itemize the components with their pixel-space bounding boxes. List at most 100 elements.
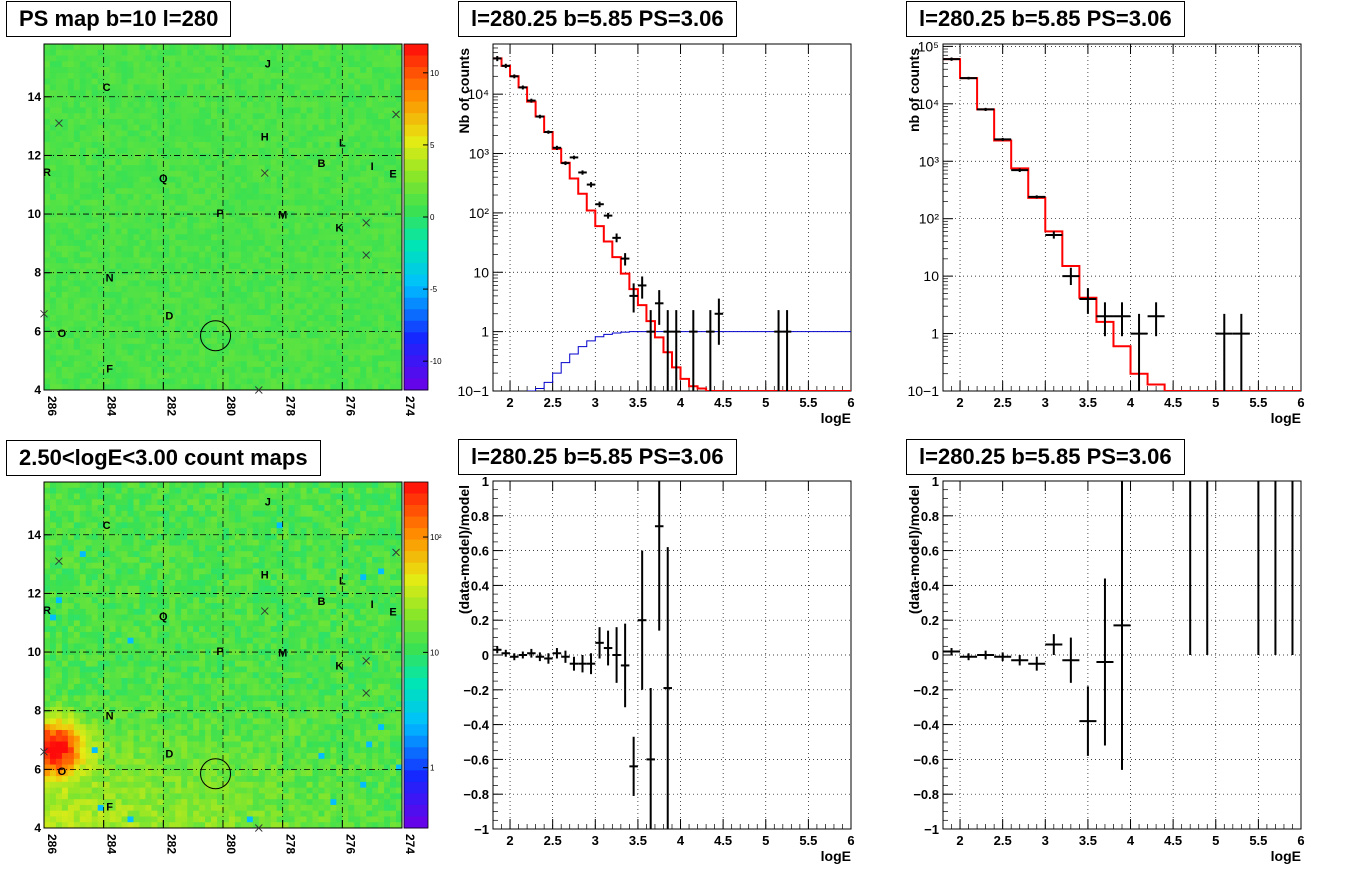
count_map-heatmap-cell [145,776,152,783]
ps_map-heatmap-cell [211,49,218,56]
count_map-heatmap-cell [103,556,111,564]
ps_map-heatmap-cell [228,366,236,374]
count_map-heatmap-cell [163,793,170,800]
count_map-heatmap-cell [145,764,152,771]
ps_map-heatmap-cell [79,291,87,299]
ps_map-heatmap-cell [384,159,391,166]
ps_map-heatmap-cell [91,297,99,304]
ps_map-heatmap-cell [354,303,361,310]
ps_map-heatmap-cell [390,95,397,103]
ps_map-heatmap-cell [372,274,379,281]
count_map-heatmap-cell [91,816,99,823]
count_map-heatmap-cell [163,493,170,500]
count_map-heatmap-cell [61,493,69,500]
count_map-heatmap-cell [157,608,164,616]
ps_map-heatmap-cell [193,286,200,293]
ps_map-heatmap-cell [169,182,176,189]
ps_map-heatmap-cell [240,159,248,166]
ps_map-heatmap-cell [234,142,242,149]
ps_map-heatmap-cell [109,268,116,276]
ps_map-heatmap-cell [223,44,230,51]
count_map-heatmap-cell [103,516,111,523]
count_map-heatmap-cell [151,591,158,598]
ps_map-heatmap-cell [300,222,307,229]
ps_map-heatmap-cell [151,222,158,229]
ps_map-heatmap-cell [378,361,385,368]
ps_map-heatmap-cell [73,372,81,379]
ps_map-heatmap-cell [79,147,87,154]
count_map-heatmap-cell [49,804,57,812]
ps_map-heatmap-cell [258,153,266,160]
count_map-heatmap-cell [91,522,99,529]
ps_map-heatmap-cell [85,366,93,374]
ps_map-heatmap-cell [97,113,105,120]
count_map-heatmap-cell [73,729,81,737]
ps_map-heatmap-cell [396,268,403,276]
ps_map-heatmap-cell [223,90,230,97]
count_map-heatmap-cell [44,487,51,494]
count_map-heatmap-cell [115,585,122,592]
ps_map-heatmap-cell [79,118,87,126]
ps_map-heatmap-cell [145,78,152,85]
count_map-heatmap-cell [145,597,152,604]
count_map-heatmap-cell [127,810,134,817]
ps_map-heatmap-cell [223,222,230,229]
count_map-heatmap-cell [85,637,93,644]
ps_map-heatmap-cell [324,361,331,368]
ps_map-heatmap-cell [97,217,105,224]
ps_map-heatmap-cell [300,234,307,241]
ps_map-heatmap-cell [270,90,278,97]
count_map-heatmap-cell [151,510,158,517]
ps_map-heatmap-cell [276,136,284,143]
ps_map-heatmap-cell [264,107,272,114]
count_map-heatmap-cell [151,597,158,604]
ps_map-heatmap-cell [97,320,105,327]
ps_map-heatmap-cell [318,124,325,131]
ps_map-heatmap-cell [73,384,81,391]
count_map-heatmap-cell [91,787,99,794]
ps_map-heatmap-cell [97,332,105,339]
ps_map-heatmap-cell [282,349,290,356]
count_map-heatmap-cell [91,510,99,517]
ps_map-heatmap-cell [175,303,182,310]
ps_map-heatmap-cell [336,378,343,385]
ps_map-heatmap-cell [217,332,224,339]
count_map-heatmap-cell [91,591,99,598]
ps_map-heatmap-cell [139,95,146,103]
count_map-heatmap-cell [55,793,63,800]
ps_map-heatmap-cell [151,61,158,68]
ps_map-heatmap-cell [276,326,284,333]
ps_map-heatmap-cell [223,384,230,391]
ps_map-heatmap-cell [133,55,140,62]
count_map-heatmap-cell [151,683,158,690]
count_map-heatmap-cell [115,666,122,673]
count_map-heatmap-cell [73,776,81,783]
ps_map-heatmap-cell [300,188,307,195]
count_map-heatmap-cell [49,660,57,667]
ps_map-heatmap-cell [390,159,397,166]
ps_map-heatmap-cell [67,257,75,264]
ps_map-heatmap-cell [378,228,385,235]
ps_map-heatmap-cell [67,303,75,310]
count_map-heatmap-cell [145,631,152,639]
count_map-heatmap-cell [67,580,75,587]
ps_map-heatmap-cell [390,142,397,149]
ps_map-heatmap-cell [121,280,128,287]
ps_map-heatmap-cell [336,280,343,287]
ps_map-heatmap-cell [240,303,248,310]
ps_map-heatmap-cell [312,326,319,333]
ps_map-heatmap-cell [211,361,218,368]
count_map-heatmap-cell [139,678,146,685]
ps_map-heatmap-cell [312,170,319,178]
ps_map-heatmap-cell [378,130,385,137]
ps_map-heatmap-cell [366,297,373,304]
count_map-heatmap-cell [73,505,81,512]
ps_map-heatmap-cell [85,205,93,212]
ps_map-heatmap-cell [372,234,379,241]
ps_map-heatmap-cell [384,338,391,345]
ps_map-heatmap-cell [396,95,403,103]
count_map-heatmap-cell [133,539,140,546]
ps_map-heatmap-cell [378,366,385,374]
ps_map-heatmap-cell [390,240,397,247]
